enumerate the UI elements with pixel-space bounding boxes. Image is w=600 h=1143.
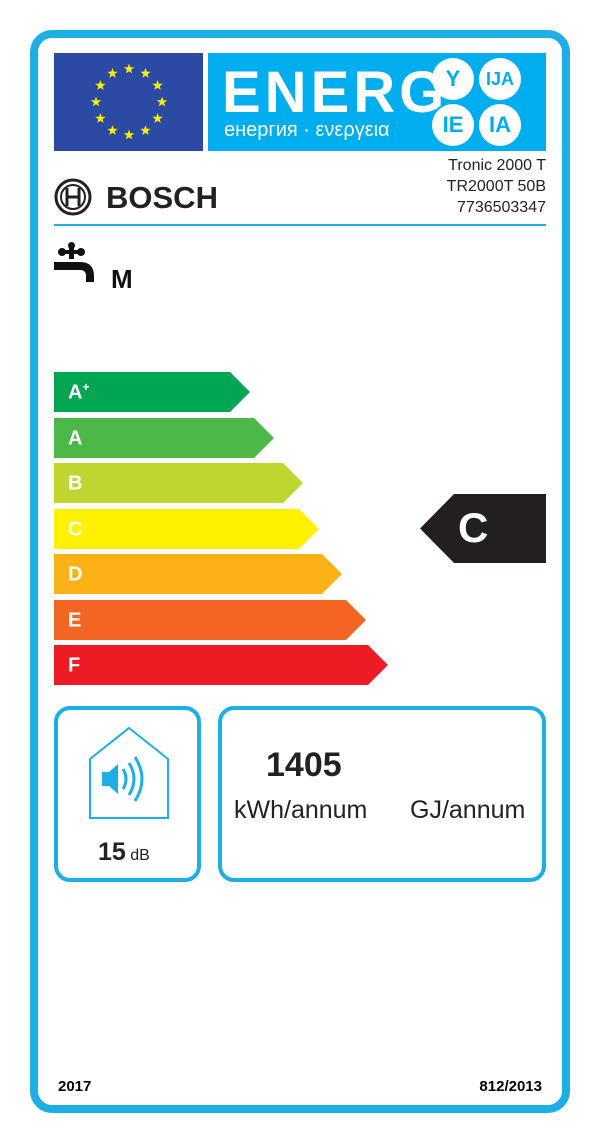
model-name: Tronic 2000 T	[448, 157, 546, 174]
sound-house-icon	[89, 726, 169, 819]
energy-header: ENERG енергия · ενεργεια Y IJA IE IA	[208, 53, 546, 151]
star-icon	[123, 129, 135, 140]
efficiency-bar-F: F	[54, 645, 388, 685]
star-icon	[140, 125, 151, 135]
star-icon	[156, 96, 168, 107]
noise-box: 15 dB	[54, 706, 201, 882]
rating-class: C	[458, 504, 489, 551]
footer-regulation: 812/2013	[479, 1078, 542, 1095]
noise-value: 15	[98, 838, 126, 866]
bar-label: A+	[68, 380, 90, 404]
unit-gj: GJ/annum	[410, 796, 526, 824]
suffix-badge: IJA	[479, 58, 521, 100]
bar-label: A	[68, 427, 83, 450]
efficiency-bar-Aplus: A+	[54, 372, 250, 412]
rating-arrow	[420, 494, 546, 563]
star-icon	[95, 113, 106, 123]
efficiency-bar-A: A	[54, 418, 274, 458]
star-icon	[107, 67, 118, 78]
bosch-logo-icon	[54, 178, 92, 216]
energy-word: ENERG	[222, 60, 449, 125]
consumption-box: 1405 kWh/annum GJ/annum	[218, 706, 546, 882]
bar-label: D	[68, 563, 83, 586]
load-profile: M	[111, 264, 133, 294]
bar-label: B	[68, 472, 83, 495]
bar-label: E	[68, 609, 82, 632]
star-icon	[140, 67, 151, 78]
star-icon	[152, 113, 163, 123]
model-code: TR2000T 50B	[446, 178, 546, 195]
suffix-badge: Y	[432, 58, 474, 100]
energy-subtitle: енергия · ενεργεια	[224, 119, 390, 141]
tap-icon	[54, 242, 94, 282]
star-icon	[107, 125, 118, 135]
star-icon	[95, 80, 106, 90]
article-number: 7736503347	[457, 199, 546, 216]
star-icon	[123, 63, 135, 74]
eu-flag-icon	[54, 53, 203, 151]
unit-kwh: kWh/annum	[234, 796, 368, 824]
noise-unit: dB	[130, 847, 150, 864]
efficiency-bar-D: D	[54, 554, 342, 594]
star-icon	[90, 96, 102, 107]
footer-year: 2017	[58, 1078, 92, 1095]
suffix-badge: IA	[479, 104, 521, 146]
efficiency-bar-E: E	[54, 600, 366, 640]
star-icon	[152, 80, 163, 90]
bar-label: F	[68, 654, 81, 677]
bar-label: C	[68, 518, 83, 541]
consumption-value: 1405	[266, 746, 342, 784]
label-frame	[30, 30, 570, 1113]
suffix-badge: IE	[432, 104, 474, 146]
divider	[54, 224, 546, 226]
efficiency-bar-B: B	[54, 463, 303, 503]
efficiency-bar-C: C	[54, 509, 319, 549]
brand-name: BOSCH	[106, 180, 218, 215]
noise-level: 15 dB	[98, 838, 150, 867]
